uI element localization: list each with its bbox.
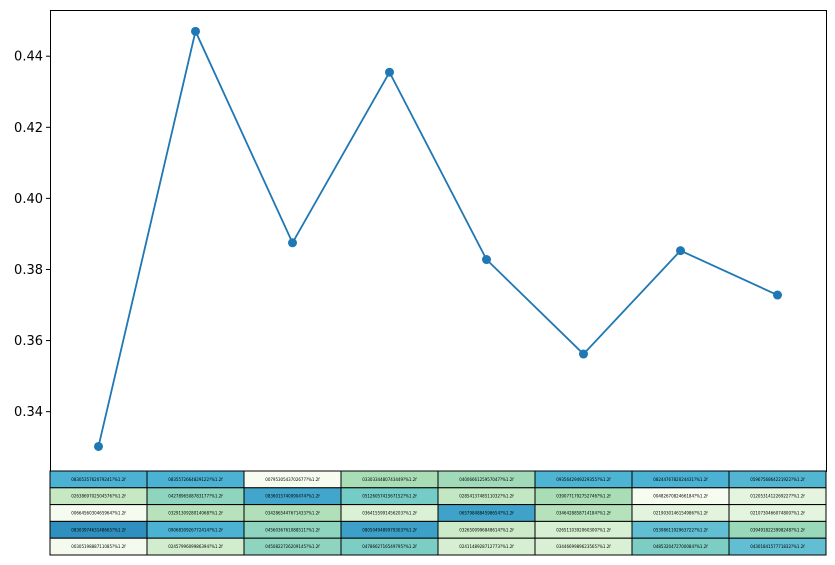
data-point <box>94 441 103 451</box>
series-line <box>97 28 778 447</box>
table-cell-text: 0030519888711085?%1.2f <box>71 544 126 549</box>
table-cell-text: 0346428858714184?%1.2f <box>556 511 611 516</box>
table-cell-text: 0048267082466184?%1.2f <box>653 494 708 499</box>
table-cell-text: 0596756864221922?%1.2f <box>750 477 805 482</box>
table-cell-text: 0329130928014068?%1.2f <box>168 511 223 516</box>
table-cell-text: 0539861192963722?%1.2f <box>653 527 708 532</box>
table-cell-text: 0285413748511032?%1.2f <box>459 494 514 499</box>
table-cell-text: 0456036761088511?%1.2f <box>265 527 320 532</box>
table-cell-text: 0066456030465964?%1.2f <box>71 511 126 516</box>
data-point <box>482 255 491 265</box>
table-cell-text: 0265110392060300?%1.2f <box>556 527 611 532</box>
table-cell-text: 0394918223998248?%1.2f <box>750 527 805 532</box>
table-cell-text: 0824476782024431?%1.2f <box>653 477 708 482</box>
y-tick-label: 0.36 <box>14 334 43 349</box>
table-cell-text: 0263869702504576?%1.2f <box>71 494 126 499</box>
table-cell-text: 0390771792752746?%1.2f <box>556 494 611 499</box>
data-point <box>288 238 297 248</box>
table-cell-text: 0326500996848614?%1.2f <box>459 527 514 532</box>
y-tick-label: 0.40 <box>14 192 43 207</box>
table-cell-text: 0830397463148665?%1.2f <box>71 527 126 532</box>
table-cell-text: 0400666125957047?%1.2f <box>459 477 514 482</box>
table-cell-text: 0219030146154986?%1.2f <box>653 511 708 516</box>
table-cell-text: 0657984884598654?%1.2f <box>459 511 514 516</box>
table-cell-text: 0342865447671433?%1.2f <box>265 511 320 516</box>
data-point <box>773 290 782 300</box>
table-cell-text: 0450822726209145?%1.2f <box>265 544 320 549</box>
y-tick-label: 0.38 <box>14 263 43 278</box>
table-cell-text: 0245799609986394?%1.2f <box>168 544 223 549</box>
table-cell-text: 0836015740090474?%1.2f <box>265 494 320 499</box>
series-group <box>94 26 782 451</box>
table-cell-text: 0344669989623565?%1.2f <box>556 544 611 549</box>
table-cell-text: 0935642949229355?%1.2f <box>556 477 611 482</box>
data-point <box>579 349 588 359</box>
table-cell-text: 0120531412269227?%1.2f <box>750 494 805 499</box>
table-cell-text: 0805049489979303?%1.2f <box>362 527 417 532</box>
table-cell-text: 0512605741567152?%1.2f <box>362 494 417 499</box>
table-cell-text: 0830535762079241?%1.2f <box>71 477 126 482</box>
data-point <box>385 67 394 77</box>
table-cell-text: 0906830926772414?%1.2f <box>168 527 223 532</box>
table-cell-text: 0210730466074800?%1.2f <box>750 511 805 516</box>
data-point <box>676 246 685 256</box>
table-cell-text: 0364155991456203?%1.2f <box>362 511 417 516</box>
table-cell-text: 0485320472700084?%1.2f <box>653 544 708 549</box>
y-axis: 0.34 0.36 0.38 0.40 0.42 0.44 <box>14 50 50 420</box>
y-tick-label: 0.42 <box>14 121 43 136</box>
y-tick-label: 0.44 <box>14 50 43 65</box>
table-cell-text: 0079530543702677?%1.2f <box>265 477 320 482</box>
table-cell-text: 0478662716549795?%1.2f <box>362 544 417 549</box>
table-cell-text: 0427896508783177?%1.2f <box>168 494 223 499</box>
y-tick-label: 0.34 <box>14 405 43 420</box>
table-cell-text: 0430184157771832?%1.2f <box>750 544 805 549</box>
data-point <box>191 26 200 36</box>
table-cell-text: 0835572664829122?%1.2f <box>168 477 223 482</box>
table-cell-text: 0330334480743449?%1.2f <box>362 477 417 482</box>
table-cell <box>728 537 827 556</box>
data-table: 0830535762079241?%1.2f 0835572664829122?%… <box>49 470 827 556</box>
table-cell-text: 0241148928712773?%1.2f <box>459 544 514 549</box>
